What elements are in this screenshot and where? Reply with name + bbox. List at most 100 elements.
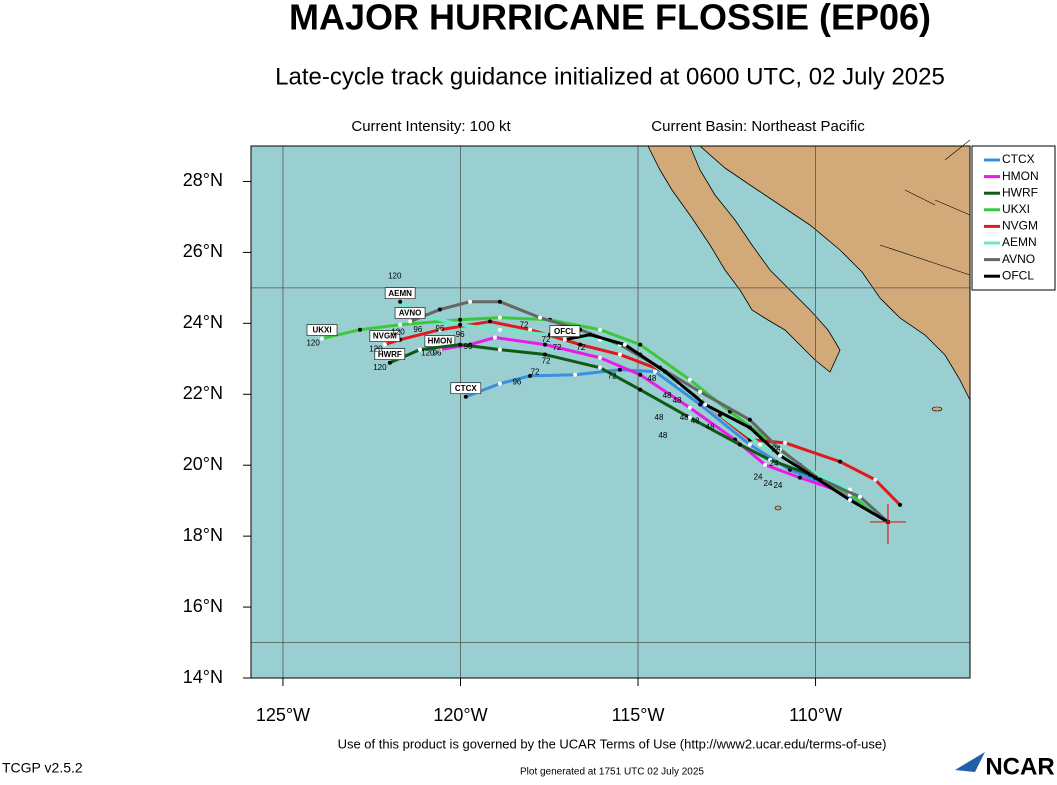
island: [931, 406, 943, 412]
track-point: [497, 381, 502, 386]
track-point: [622, 342, 627, 347]
hour-label: 96: [413, 325, 422, 334]
track: [439, 336, 889, 524]
x-tick-label: 125°W: [256, 705, 310, 725]
track-point: [873, 477, 878, 482]
hour-label: 72: [576, 343, 585, 352]
map-frame: [250, 145, 971, 679]
track-point: [398, 322, 403, 327]
track-point: [847, 497, 852, 502]
track-point: [813, 475, 818, 480]
track-point: [387, 360, 392, 365]
track-point: [497, 299, 502, 304]
legend: [971, 145, 1056, 291]
track-point: [687, 405, 692, 410]
hour-label: 96: [435, 324, 444, 333]
intensity: Current Intensity: 100 kt: [351, 118, 511, 135]
island: [774, 505, 782, 511]
track-point: [758, 442, 763, 447]
track-point: [562, 337, 567, 342]
hour-label: 48: [658, 431, 667, 440]
hour-label: 48: [691, 417, 700, 426]
hour-label: 48: [706, 423, 715, 432]
hour-label: 96: [456, 330, 465, 339]
current-position: [869, 503, 906, 544]
hour-label: 120: [388, 272, 402, 281]
track-label-box: [374, 348, 406, 361]
hour-label: 24: [772, 445, 781, 454]
y-tick-label: 24°N: [183, 312, 223, 332]
y-tick-label: 20°N: [183, 454, 223, 474]
generated: Plot generated at 1751 UTC 02 July 2025: [520, 767, 704, 778]
track-label-box: [369, 330, 401, 342]
track-point: [358, 327, 363, 332]
hour-label: 72: [553, 343, 562, 352]
track-point: [458, 342, 463, 347]
track-point: [418, 347, 423, 352]
terms: Use of this product is governed by the U…: [338, 736, 887, 751]
title: MAJOR HURRICANE FLOSSIE (EP06): [289, 0, 931, 38]
hour-label: 72: [542, 357, 551, 366]
track-point: [747, 442, 752, 447]
track-point: [598, 355, 603, 360]
track-label: NVGM: [373, 332, 397, 341]
track-point: [538, 315, 543, 320]
baja-california: [647, 145, 841, 373]
track: [384, 320, 902, 506]
hour-label: 24: [764, 479, 773, 488]
track-point: [687, 415, 692, 420]
track-label-box: [450, 382, 482, 395]
hour-label: 120: [373, 363, 387, 372]
track-point: [578, 342, 583, 347]
track-label: HWRF: [378, 350, 402, 359]
hour-label: 96: [433, 349, 442, 358]
legend-label: CTCX: [1002, 152, 1035, 166]
x-tick-label: 115°W: [612, 705, 665, 725]
hour-label: 72: [520, 321, 529, 330]
hour-label: 48: [673, 396, 682, 405]
track-point: [653, 369, 658, 374]
hour-label: 120: [369, 345, 383, 354]
hour-label: 120: [421, 349, 435, 358]
track-point: [638, 387, 643, 392]
y-tick-label: 26°N: [183, 241, 223, 261]
logo-mark: [955, 752, 985, 772]
track-label: UKXI: [312, 326, 331, 335]
track-point: [497, 327, 502, 332]
track-point: [492, 335, 497, 340]
track-point: [542, 342, 547, 347]
basin: Current Basin: Northeast Pacific: [651, 118, 865, 135]
hour-label: 72: [531, 368, 540, 377]
track-label-box: [384, 287, 416, 299]
hour-label: 96: [463, 342, 472, 351]
logo: NCAR: [985, 753, 1054, 780]
track-point: [468, 299, 473, 304]
y-tick-label: 18°N: [183, 525, 223, 545]
hour-label: 48: [663, 391, 672, 400]
track-label-box: [306, 324, 338, 336]
track-label-box: [394, 307, 426, 319]
subtitle: Late-cycle track guidance initialized at…: [275, 63, 945, 90]
x-tick-label: 120°W: [433, 705, 487, 725]
track-point: [857, 494, 862, 499]
track-point: [663, 369, 668, 374]
x-tick-label: 110°W: [789, 705, 842, 725]
track-label-box: [549, 325, 581, 337]
track-point: [497, 315, 502, 320]
track-point: [698, 389, 703, 394]
y-tick-label: 28°N: [183, 170, 223, 190]
track-point: [487, 319, 492, 324]
track-label: OFCL: [554, 327, 576, 336]
track-label: AVNO: [399, 309, 422, 318]
track-point: [737, 442, 742, 447]
hour-label: 120: [391, 328, 405, 337]
track-point: [598, 365, 603, 370]
track-point: [747, 417, 752, 422]
legend-entries: CTCX HMON HWRF UKXI NVGM AEMN AVNO OFCL: [984, 152, 1039, 282]
track-point: [458, 322, 463, 327]
track-point: [778, 453, 783, 458]
hour-label: 48: [655, 413, 664, 422]
track-point: [703, 402, 708, 407]
y-tick-label: 14°N: [183, 667, 223, 687]
